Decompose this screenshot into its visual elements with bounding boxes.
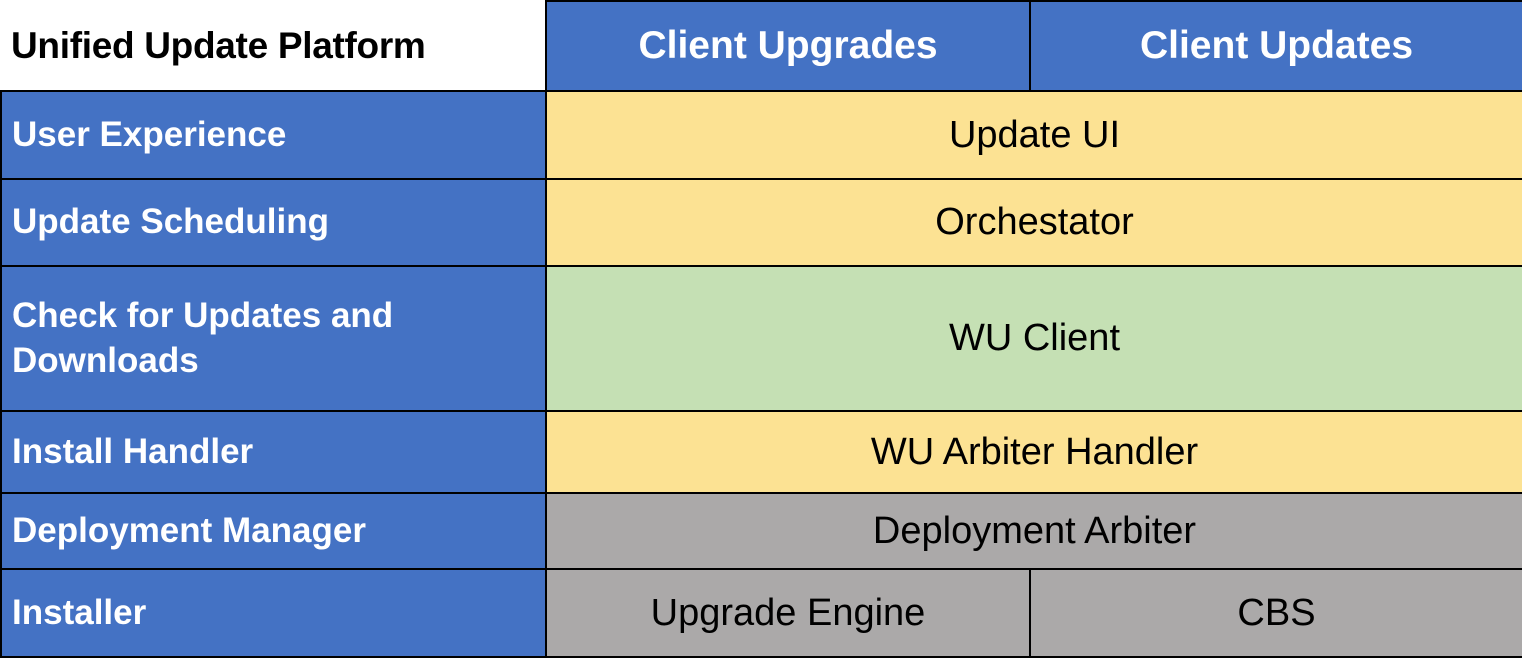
column-header-client-upgrades: Client Upgrades xyxy=(545,0,1031,92)
column-header-client-updates: Client Updates xyxy=(1029,0,1522,92)
row-label-deployment-manager: Deployment Manager xyxy=(0,492,547,570)
table-row: Installer Upgrade Engine CBS xyxy=(0,568,1522,658)
cell-orchestator: Orchestator xyxy=(545,178,1522,267)
cell-update-ui: Update UI xyxy=(545,90,1522,180)
table-header-row: Unified Update Platform Client Upgrades … xyxy=(1,0,1522,92)
row-label-check-for-updates-and-downloads: Check for Updates and Downloads xyxy=(0,265,547,412)
cell-upgrade-engine: Upgrade Engine xyxy=(545,568,1031,658)
row-label-installer: Installer xyxy=(0,568,547,658)
row-label-update-scheduling: Update Scheduling xyxy=(0,178,547,267)
table-row: Check for Updates and Downloads WU Clien… xyxy=(0,265,1522,412)
row-label-line-2: Downloads xyxy=(12,340,199,380)
table-row: Update Scheduling Orchestator xyxy=(0,178,1522,267)
table-row: Deployment Manager Deployment Arbiter xyxy=(0,492,1522,570)
cell-deployment-arbiter: Deployment Arbiter xyxy=(545,492,1522,570)
cell-cbs: CBS xyxy=(1029,568,1522,658)
corner-title-cell: Unified Update Platform xyxy=(1,1,546,91)
row-label-line-1: Check for Updates and xyxy=(12,295,394,335)
cell-wu-client: WU Client xyxy=(545,265,1522,412)
table-row: User Experience Update UI xyxy=(0,90,1522,180)
table-row: Install Handler WU Arbiter Handler xyxy=(0,410,1522,494)
cell-wu-arbiter-handler: WU Arbiter Handler xyxy=(545,410,1522,494)
row-label-install-handler: Install Handler xyxy=(0,410,547,494)
row-label-user-experience: User Experience xyxy=(0,90,547,180)
